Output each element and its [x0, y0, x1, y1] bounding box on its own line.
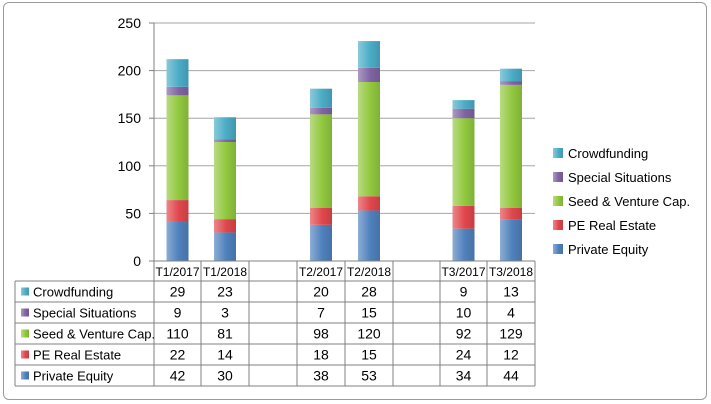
- bar-seed-venture-cap-t3-2017: [452, 118, 475, 206]
- table-row-label: Private Equity: [33, 369, 114, 384]
- table-cell-value: 24: [456, 347, 472, 363]
- category-label: T3/2018: [489, 265, 533, 279]
- y-axis: 0 50 100 150 200 250: [118, 15, 155, 269]
- bar-crowdfunding-t2-2018: [358, 41, 380, 68]
- table-cell-value: 30: [217, 368, 233, 384]
- y-tick-label: 50: [125, 205, 141, 221]
- legend-label: PE Real Estate: [568, 218, 656, 233]
- bar-pe-real-estate-t1-2018: [214, 219, 236, 233]
- legend-swatch-pe-real-estate: [553, 220, 563, 230]
- table-cell-value: 7: [317, 305, 325, 321]
- gridlines: [154, 22, 535, 262]
- table-cell-value: 44: [503, 368, 519, 384]
- table-cell-value: 23: [217, 284, 233, 300]
- table-cell-value: 10: [456, 305, 472, 321]
- category-label: T3/2017: [441, 265, 485, 279]
- legend-label: Crowdfunding: [568, 146, 648, 161]
- table-cell-value: 120: [357, 326, 381, 342]
- y-tick-label: 100: [118, 158, 142, 174]
- bars: [166, 41, 522, 261]
- bar-pe-real-estate-t1-2017: [166, 200, 189, 222]
- bar-seed-venture-cap-t1-2018: [214, 142, 236, 220]
- bar-private-equity-t3-2017: [452, 228, 475, 261]
- table-cell-value: 28: [361, 284, 377, 300]
- table-cell-value: 12: [503, 347, 519, 363]
- table-cell-value: 9: [460, 284, 468, 300]
- table-cell-value: 81: [217, 326, 233, 342]
- bar-pe-real-estate-t3-2017: [452, 205, 475, 229]
- table-cell-value: 129: [499, 326, 523, 342]
- table-cell-value: 53: [361, 368, 377, 384]
- bar-private-equity-t3-2018: [500, 219, 522, 261]
- bar-crowdfunding-t1-2017: [166, 59, 189, 87]
- bar-crowdfunding-t2-2017: [310, 88, 332, 108]
- table-cell-value: 14: [217, 347, 233, 363]
- bar-special-situations-t1-2017: [166, 86, 189, 96]
- data-table: T1/2017 T1/2018 T2/2017 T2/2018 T3/2017 T3/20…: [14, 260, 536, 387]
- bar-seed-venture-cap-t2-2018: [358, 82, 380, 197]
- legend-key-pe-real-estate: [21, 350, 29, 359]
- bar-special-situations-t2-2018: [358, 67, 380, 83]
- table-cell-value: 4: [507, 305, 515, 321]
- bar-special-situations-t2-2017: [310, 107, 332, 115]
- bar-private-equity-t1-2018: [214, 232, 236, 261]
- legend-swatch-crowdfunding: [553, 148, 563, 158]
- y-tick-label: 150: [118, 110, 142, 126]
- category-label: T2/2018: [347, 265, 391, 279]
- table-cell-value: 38: [313, 368, 329, 384]
- bar-pe-real-estate-t2-2018: [358, 196, 380, 211]
- bar-special-situations-t3-2018: [500, 81, 522, 85]
- table-row-label: Special Situations: [33, 306, 137, 321]
- legend-swatch-special-situations: [553, 172, 563, 182]
- y-tick-label: 200: [118, 63, 142, 79]
- table-row-label: Seed & Venture Cap.: [33, 327, 155, 342]
- bar-crowdfunding-t1-2018: [214, 117, 236, 140]
- category-label: T2/2017: [299, 265, 343, 279]
- legend-label: Private Equity: [568, 242, 649, 257]
- table-cell-value: 110: [166, 326, 189, 342]
- bar-private-equity-t1-2017: [166, 221, 189, 261]
- category-label: T1/2018: [203, 265, 247, 279]
- table-cell-value: 18: [313, 347, 329, 363]
- bar-private-equity-t2-2018: [358, 210, 380, 261]
- bar-pe-real-estate-t2-2017: [310, 207, 332, 225]
- legend-key-private-equity: [21, 371, 29, 380]
- table-cell-value: 13: [503, 284, 519, 300]
- table-cell-value: 98: [313, 326, 329, 342]
- table-row-label: Crowdfunding: [33, 285, 113, 300]
- table-cell-value: 15: [361, 347, 377, 363]
- table-cell-value: 42: [170, 368, 186, 384]
- y-tick-label: 250: [118, 15, 142, 31]
- y-tick-label: 0: [133, 253, 141, 269]
- table-cell-value: 3: [221, 305, 229, 321]
- bar-seed-venture-cap-t3-2018: [500, 84, 522, 208]
- chart-frame: [3, 2, 707, 400]
- legend: Crowdfunding Special Situations Seed & Ven…: [553, 146, 690, 257]
- legend-key-special-situations: [21, 308, 29, 317]
- legend-swatch-seed-venture-cap: [553, 196, 563, 206]
- legend-label: Seed & Venture Cap.: [568, 194, 690, 209]
- bar-special-situations-t3-2017: [452, 108, 475, 119]
- table-cell-value: 20: [313, 284, 329, 300]
- bar-crowdfunding-t3-2017: [452, 100, 475, 109]
- table-cell-value: 9: [174, 305, 182, 321]
- table-cell-value: 15: [361, 305, 377, 321]
- legend-label: Special Situations: [568, 170, 672, 185]
- bar-seed-venture-cap-t1-2017: [166, 95, 189, 201]
- table-row-label: PE Real Estate: [33, 348, 121, 363]
- bar-private-equity-t2-2017: [310, 224, 332, 261]
- table-cell-value: 22: [170, 347, 186, 363]
- table-cell-value: 29: [170, 284, 186, 300]
- bar-pe-real-estate-t3-2018: [500, 207, 522, 220]
- table-cell-value: 92: [456, 326, 472, 342]
- legend-key-crowdfunding: [21, 287, 29, 296]
- category-label: T1/2017: [155, 265, 199, 279]
- bar-special-situations-t1-2018: [214, 139, 236, 142]
- bar-seed-venture-cap-t2-2017: [310, 114, 332, 208]
- table-cell-value: 34: [456, 368, 472, 384]
- legend-key-seed-venture-cap: [21, 329, 29, 338]
- bar-crowdfunding-t3-2018: [500, 68, 522, 82]
- legend-swatch-private-equity: [553, 244, 563, 254]
